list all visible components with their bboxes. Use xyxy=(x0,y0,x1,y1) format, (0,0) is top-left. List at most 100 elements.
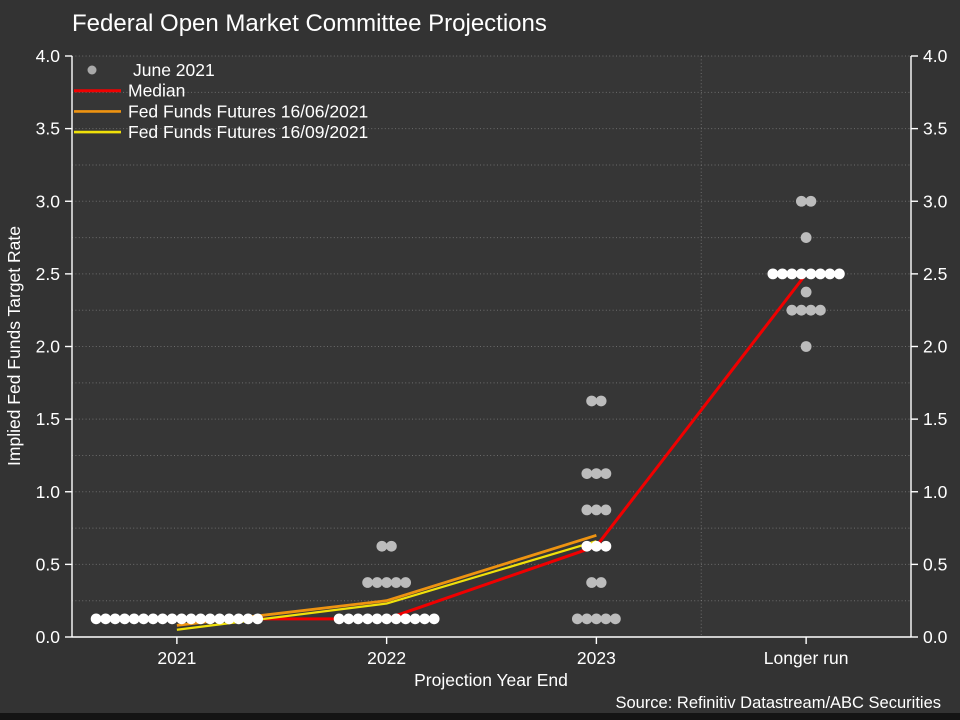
projection-dot xyxy=(333,613,345,625)
projection-dot xyxy=(595,577,607,588)
x-axis-label: Projection Year End xyxy=(414,670,568,690)
projection-dot xyxy=(595,395,607,407)
projection-dot xyxy=(800,341,812,352)
legend-label: Median xyxy=(128,81,185,101)
projection-dot xyxy=(814,304,826,316)
projection-dot xyxy=(390,577,402,588)
projection-dot xyxy=(419,613,431,625)
chart-title: Federal Open Market Committee Projection… xyxy=(72,10,547,37)
projection-dot xyxy=(381,577,393,588)
projection-dot xyxy=(600,540,612,552)
y-tick-label-right: 4.0 xyxy=(923,46,948,66)
projection-dot xyxy=(90,613,102,625)
projection-dot xyxy=(214,613,226,625)
projection-dot xyxy=(600,613,612,625)
projection-dot xyxy=(409,613,421,625)
projection-dot xyxy=(157,613,169,625)
legend-label: Fed Funds Futures 16/06/2021 xyxy=(128,101,368,121)
projection-dot xyxy=(362,613,374,625)
projection-dot xyxy=(428,613,440,625)
y-tick-label-left: 3.0 xyxy=(36,191,61,211)
projection-dot xyxy=(400,613,412,625)
projection-dot xyxy=(343,613,355,625)
projection-dot xyxy=(138,613,150,625)
y-tick-label-right: 1.0 xyxy=(923,482,948,502)
projection-dot xyxy=(800,286,812,298)
projection-dot xyxy=(362,577,374,588)
projection-dot xyxy=(242,613,254,625)
projection-dot xyxy=(824,268,836,280)
projection-dot xyxy=(376,540,388,552)
projection-dot xyxy=(814,268,826,280)
y-axis-label: Implied Fed Funds Target Rate xyxy=(4,226,24,466)
projection-dot xyxy=(166,613,178,625)
projection-dot xyxy=(590,540,602,552)
projection-dot xyxy=(590,613,602,625)
gridlines xyxy=(72,55,911,602)
projection-dot xyxy=(128,613,140,625)
legend-dot-marker xyxy=(87,65,97,75)
x-tick-label: 2022 xyxy=(367,648,406,668)
projection-dot xyxy=(805,195,817,207)
projection-dot xyxy=(581,540,593,552)
axes-and-ticks: 0.0 0.0 0.5 0.5 1.0 1.0 1.5 1.5 2.0 2.0 2.5 2.5 3.0 3… xyxy=(36,46,948,668)
y-tick-label-right: 0.5 xyxy=(923,554,947,574)
projection-dot xyxy=(609,613,621,625)
y-tick-label-left: 2.5 xyxy=(36,264,60,284)
dot-series xyxy=(90,195,845,625)
projection-dot xyxy=(590,468,602,479)
projection-dot xyxy=(371,613,383,625)
projection-dot xyxy=(223,613,235,625)
projection-dot xyxy=(786,268,798,280)
projection-dot xyxy=(795,268,807,280)
projection-dot xyxy=(119,613,131,625)
projection-dot xyxy=(352,613,364,625)
y-tick-label-left: 2.0 xyxy=(36,337,61,357)
projection-dot xyxy=(805,304,817,316)
projection-dot xyxy=(586,395,598,407)
legend-label: June 2021 xyxy=(133,60,215,80)
source-note: Source: Refinitiv Datastream/ABC Securit… xyxy=(615,694,941,712)
projection-dot xyxy=(109,613,121,625)
projection-dot xyxy=(252,613,264,625)
projection-dot xyxy=(805,268,817,280)
x-tick-label: 2023 xyxy=(577,648,616,668)
y-tick-label-right: 2.0 xyxy=(923,337,948,357)
projection-dot xyxy=(233,613,245,625)
projection-dot xyxy=(786,304,798,316)
y-tick-label-right: 3.5 xyxy=(923,119,947,139)
projection-dot xyxy=(400,577,412,588)
projection-dot xyxy=(100,613,112,625)
projection-dot xyxy=(381,613,393,625)
projection-dot xyxy=(571,613,583,625)
projection-dot xyxy=(800,232,812,243)
y-tick-label-left: 0.0 xyxy=(36,627,61,647)
projection-dot xyxy=(600,468,612,479)
projection-dot xyxy=(776,268,788,280)
legend-label: Fed Funds Futures 16/09/2021 xyxy=(128,122,368,142)
projection-dot xyxy=(590,504,602,516)
projection-dot xyxy=(185,613,197,625)
projection-dot xyxy=(176,613,188,625)
projection-dot xyxy=(833,268,845,280)
projection-dot xyxy=(795,195,807,207)
footer-bar xyxy=(0,713,960,720)
series-line-1 xyxy=(176,272,808,621)
projection-dot xyxy=(581,613,593,625)
y-tick-label-left: 4.0 xyxy=(36,46,61,66)
projection-dot xyxy=(147,613,159,625)
projection-dot xyxy=(586,577,598,588)
y-tick-label-left: 1.5 xyxy=(36,409,60,429)
projection-dot xyxy=(581,504,593,516)
projection-dot xyxy=(795,304,807,316)
x-tick-label: 2021 xyxy=(157,648,196,668)
projection-dot xyxy=(195,613,207,625)
projection-dot xyxy=(385,540,397,552)
projection-dot xyxy=(390,613,402,625)
y-tick-label-left: 1.0 xyxy=(36,482,61,502)
projection-dot xyxy=(581,468,593,479)
projection-dot xyxy=(204,613,216,625)
